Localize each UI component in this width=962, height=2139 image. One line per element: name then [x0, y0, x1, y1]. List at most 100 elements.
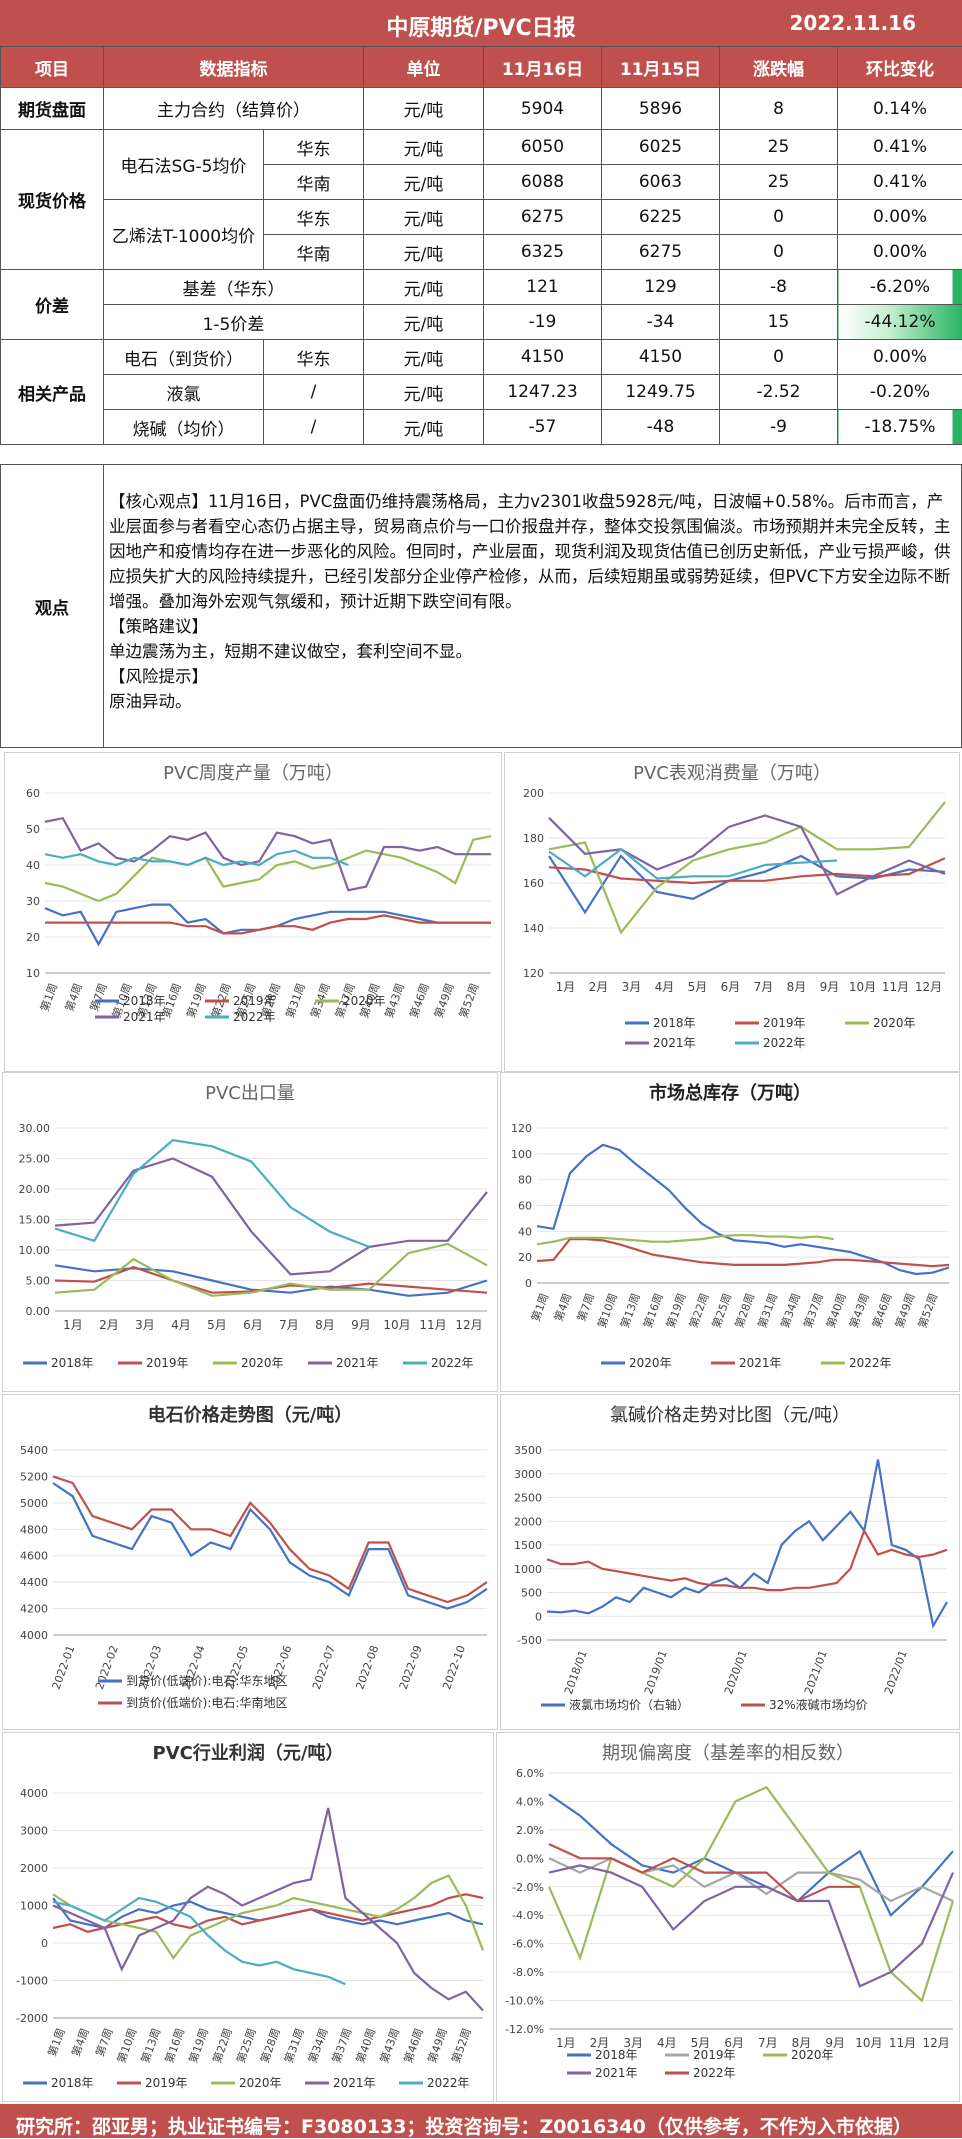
value-cell: -57 — [484, 410, 602, 445]
x-tick-label: 第28周 — [732, 1291, 757, 1330]
x-tick-label: 第43周 — [846, 1291, 871, 1330]
region-cell: 华南 — [264, 165, 364, 200]
y-tick-label: 0 — [525, 1277, 532, 1290]
chart-panel: 期现偏离度（基差率的相反数）-12.0%-10.0%-8.0%-6.0%-4.0… — [496, 1732, 960, 2102]
legend-label: 2019年 — [233, 994, 276, 1008]
legend-label: 2021年 — [336, 1356, 379, 1370]
x-tick-label: 4月 — [657, 2036, 677, 2050]
price-table: 项目 数据指标 单位 11月16日 11月15日 涨跌幅 环比变化 期货盘面 主… — [0, 46, 962, 445]
series-line — [53, 1876, 483, 1959]
unit-cell: 元/吨 — [364, 88, 484, 130]
x-tick-label: 2022-08 — [353, 1644, 381, 1692]
x-tick-label: 1月 — [63, 1318, 83, 1332]
legend-label: 2022年 — [849, 1356, 892, 1370]
legend-label: 2019年 — [763, 1016, 806, 1030]
x-tick-label: 2018/01 — [562, 1649, 590, 1696]
y-tick-label: 5.00 — [26, 1275, 51, 1288]
series-line — [45, 851, 348, 865]
value-cell: 121 — [484, 270, 602, 305]
x-tick-label: 第46周 — [869, 1291, 894, 1330]
y-tick-label: -12.0% — [505, 2023, 544, 2036]
indicator-cell: 乙烯法T-1000均价 — [104, 200, 264, 270]
col-header: 涨跌幅 — [720, 47, 838, 88]
pct-cell: -0.20% — [838, 375, 962, 410]
y-tick-label: 500 — [521, 1587, 542, 1600]
x-tick-label: 11月 — [889, 2036, 916, 2050]
x-tick-label: 第25周 — [709, 1291, 734, 1330]
x-tick-label: 第13周 — [617, 1291, 642, 1330]
y-tick-label: 5400 — [20, 1444, 48, 1457]
x-tick-label: 第19周 — [663, 1291, 688, 1330]
change-cell: 0 — [720, 340, 838, 375]
value-cell: 6275 — [602, 235, 720, 270]
x-tick-label: 第13周 — [138, 2026, 163, 2065]
y-tick-label: 0 — [535, 1610, 542, 1623]
chart-title: PVC出口量 — [205, 1083, 295, 1104]
pct-cell: -6.20% — [838, 270, 962, 305]
y-tick-label: 40 — [518, 1225, 532, 1238]
chart-title: 期现偏离度（基差率的相反数） — [602, 1743, 854, 1764]
x-tick-label: 第37周 — [329, 2026, 354, 2065]
y-tick-label: 160 — [523, 877, 544, 890]
x-tick-label: 第49周 — [892, 1291, 917, 1330]
x-tick-label: 2022-01 — [50, 1644, 78, 1692]
series-line — [53, 1483, 487, 1609]
x-tick-label: 2021/01 — [802, 1649, 830, 1696]
x-tick-label: 第46周 — [401, 2026, 426, 2065]
x-tick-label: 8月 — [787, 980, 807, 994]
unit-cell: 元/吨 — [364, 130, 484, 165]
legend-label: 2022年 — [431, 1356, 474, 1370]
y-tick-label: 4000 — [20, 1787, 48, 1800]
x-tick-label: 第22周 — [686, 1291, 711, 1330]
x-tick-label: 2022/01 — [882, 1649, 910, 1696]
risk-text: 原油异动。 — [109, 689, 957, 714]
table-row: 价差 基差（华东） 元/吨 121 129 -8 -6.20% — [1, 270, 962, 305]
y-tick-label: 25.00 — [19, 1153, 51, 1166]
legend-label: 2021年 — [653, 1036, 696, 1050]
legend-label: 2018年 — [123, 994, 166, 1008]
col-header: 11月15日 — [602, 47, 720, 88]
x-tick-label: 2022-02 — [93, 1644, 121, 1692]
legend-label: 2019年 — [146, 1356, 189, 1370]
pct-cell: -44.12% — [838, 305, 962, 340]
value-cell: -34 — [602, 305, 720, 340]
value-cell: 6088 — [484, 165, 602, 200]
x-tick-label: 第16周 — [162, 2026, 187, 2065]
legend-label: 2021年 — [123, 1010, 166, 1024]
y-tick-label: -1000 — [16, 1975, 48, 1988]
legend-label: 2018年 — [595, 2048, 638, 2062]
x-tick-label: 第31周 — [755, 1291, 780, 1330]
indicator-cell: 电石（到货价） — [104, 340, 264, 375]
x-tick-label: 4月 — [655, 980, 675, 994]
category-cell: 相关产品 — [1, 340, 104, 445]
pct-cell: 0.14% — [838, 88, 962, 130]
y-tick-label: 30.00 — [19, 1122, 51, 1135]
basis-deviation-chart: 期现偏离度（基差率的相反数）-12.0%-10.0%-8.0%-6.0%-4.0… — [497, 1733, 959, 2101]
series-line — [537, 1145, 949, 1274]
legend-label: 32%液碱市场均价 — [769, 1697, 868, 1712]
x-tick-label: 7月 — [279, 1318, 299, 1332]
x-tick-label: 第10周 — [114, 2026, 139, 2065]
region-cell: / — [264, 410, 364, 445]
x-tick-label: 2月 — [99, 1318, 119, 1332]
pct-cell: 0.00% — [838, 200, 962, 235]
export-chart: PVC出口量0.005.0010.0015.0020.0025.0030.001… — [3, 1073, 497, 1391]
category-cell: 现货价格 — [1, 130, 104, 270]
unit-cell: 元/吨 — [364, 410, 484, 445]
series-line — [53, 1476, 487, 1602]
y-tick-label: 4600 — [20, 1550, 48, 1563]
viewpoint-text: 【核心观点】11月16日，PVC盘面仍维持震荡格局，主力v2301收盘5928元… — [109, 489, 957, 714]
y-tick-label: 20.00 — [19, 1183, 51, 1196]
table-row: 期货盘面 主力合约（结算价） 元/吨 5904 5896 8 0.14% — [1, 88, 962, 130]
value-cell: 4150 — [484, 340, 602, 375]
x-tick-label: 第28周 — [257, 2026, 282, 2065]
value-cell: 6225 — [602, 200, 720, 235]
indicator-cell: 1-5价差 — [104, 305, 364, 340]
x-tick-label: 7月 — [754, 980, 774, 994]
y-tick-label: 5000 — [20, 1497, 48, 1510]
region-cell: 华东 — [264, 130, 364, 165]
y-tick-label: 3000 — [20, 1825, 48, 1838]
